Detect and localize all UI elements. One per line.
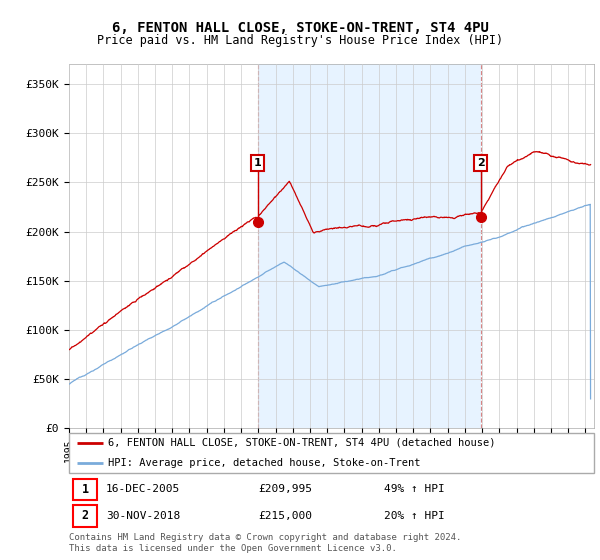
- Text: 6, FENTON HALL CLOSE, STOKE-ON-TRENT, ST4 4PU: 6, FENTON HALL CLOSE, STOKE-ON-TRENT, ST…: [112, 21, 488, 35]
- Text: 2: 2: [477, 158, 485, 168]
- Text: Price paid vs. HM Land Registry's House Price Index (HPI): Price paid vs. HM Land Registry's House …: [97, 34, 503, 46]
- FancyBboxPatch shape: [69, 433, 594, 473]
- Text: 1: 1: [254, 158, 262, 168]
- Text: 2: 2: [82, 510, 89, 522]
- Text: 16-DEC-2005: 16-DEC-2005: [106, 484, 180, 494]
- Text: 20% ↑ HPI: 20% ↑ HPI: [384, 511, 445, 521]
- FancyBboxPatch shape: [73, 479, 97, 500]
- Bar: [257, 64, 481, 428]
- Text: 30-NOV-2018: 30-NOV-2018: [106, 511, 180, 521]
- Text: Contains HM Land Registry data © Crown copyright and database right 2024.
This d: Contains HM Land Registry data © Crown c…: [69, 533, 461, 553]
- Text: 1: 1: [82, 483, 89, 496]
- Text: £215,000: £215,000: [258, 511, 312, 521]
- Text: HPI: Average price, detached house, Stoke-on-Trent: HPI: Average price, detached house, Stok…: [109, 458, 421, 468]
- Text: 49% ↑ HPI: 49% ↑ HPI: [384, 484, 445, 494]
- Text: £209,995: £209,995: [258, 484, 312, 494]
- FancyBboxPatch shape: [73, 505, 97, 526]
- Text: 6, FENTON HALL CLOSE, STOKE-ON-TRENT, ST4 4PU (detached house): 6, FENTON HALL CLOSE, STOKE-ON-TRENT, ST…: [109, 438, 496, 448]
